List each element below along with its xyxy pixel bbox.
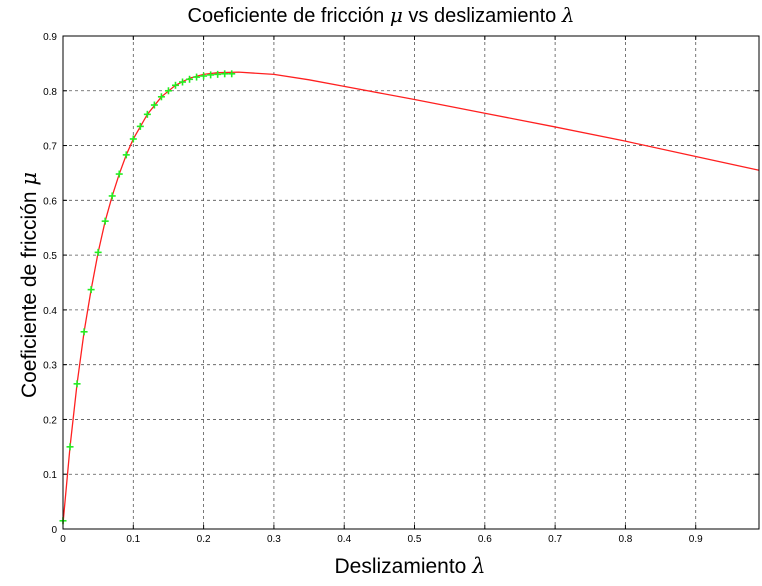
y-tick-label: 0.3 xyxy=(43,361,57,372)
x-tick-label: 0.5 xyxy=(408,534,422,545)
data-point-marker xyxy=(94,248,102,256)
x-tick-label: 0.9 xyxy=(689,534,703,545)
y-axis-label-symbol: μ xyxy=(17,172,41,186)
data-point-marker xyxy=(221,70,229,78)
y-tick-label: 0 xyxy=(51,525,57,536)
data-point-marker xyxy=(186,75,194,83)
y-tick-label: 0.6 xyxy=(43,196,57,207)
data-point-marker xyxy=(200,72,208,80)
x-tick-label: 0.8 xyxy=(618,534,632,545)
y-axis-label-text: Coeficiente de fricción xyxy=(18,191,41,398)
title-vs: vs deslizamiento xyxy=(408,5,556,27)
x-axis-label: Deslizamiento λ xyxy=(334,554,485,578)
x-tick-label: 0.3 xyxy=(267,534,281,545)
data-point-marker xyxy=(115,170,123,178)
data-point-marker xyxy=(164,87,172,95)
y-tick-label: 0.7 xyxy=(43,142,57,153)
x-tick-labels: 0 0.1 0.2 0.3 0.4 0.5 0.6 0.7 0.8 0.9 xyxy=(60,534,703,545)
grid xyxy=(62,35,759,530)
x-axis-label-symbol: λ xyxy=(471,554,485,578)
data-point-marker xyxy=(150,101,158,109)
data-point-marker xyxy=(207,71,215,79)
y-axis-label: Coeficiente de fricción μ xyxy=(17,172,41,398)
data-point-marker xyxy=(80,328,88,336)
y-tick-label: 0.1 xyxy=(43,470,57,481)
data-point-marker xyxy=(66,443,74,451)
x-tick-label: 0.1 xyxy=(126,534,140,545)
y-tick-labels: 0 0.1 0.2 0.3 0.4 0.5 0.6 0.7 0.8 0.9 xyxy=(43,32,57,536)
y-tick-label: 0.5 xyxy=(43,251,57,262)
data-point-marker xyxy=(129,135,137,143)
data-point-marker xyxy=(136,122,144,130)
y-tick-label: 0.8 xyxy=(43,87,57,98)
y-tick-label: 0.4 xyxy=(43,306,57,317)
title-mu: μ xyxy=(390,3,403,27)
y-tick-label: 0.9 xyxy=(43,32,57,43)
x-tick-label: 0.7 xyxy=(548,534,562,545)
y-tick-label: 0.2 xyxy=(43,415,57,426)
x-axis-label-text: Deslizamiento xyxy=(334,555,466,578)
x-tick-label: 0 xyxy=(60,534,66,545)
data-point-marker xyxy=(179,78,187,86)
data-point-marker xyxy=(101,217,109,225)
data-point-marker xyxy=(122,151,130,159)
x-tick-label: 0.2 xyxy=(197,534,211,545)
chart-title: Coeficiente de fricción μ vs deslizamien… xyxy=(188,3,575,27)
data-point-marker xyxy=(108,192,116,200)
data-point-marker xyxy=(87,286,95,294)
data-point-marker xyxy=(157,93,165,101)
x-tick-label: 0.6 xyxy=(478,534,492,545)
title-text: Coeficiente de fricción xyxy=(188,5,385,27)
data-point-marker xyxy=(214,70,222,78)
data-point-marker xyxy=(73,380,81,388)
data-point-marker xyxy=(193,73,201,81)
x-tick-label: 0.4 xyxy=(337,534,351,545)
title-lambda: λ xyxy=(561,3,575,27)
data-point-marker xyxy=(228,70,236,78)
data-point-marker xyxy=(143,110,151,118)
plot-frame xyxy=(62,35,760,530)
data-point-marker xyxy=(171,81,179,89)
